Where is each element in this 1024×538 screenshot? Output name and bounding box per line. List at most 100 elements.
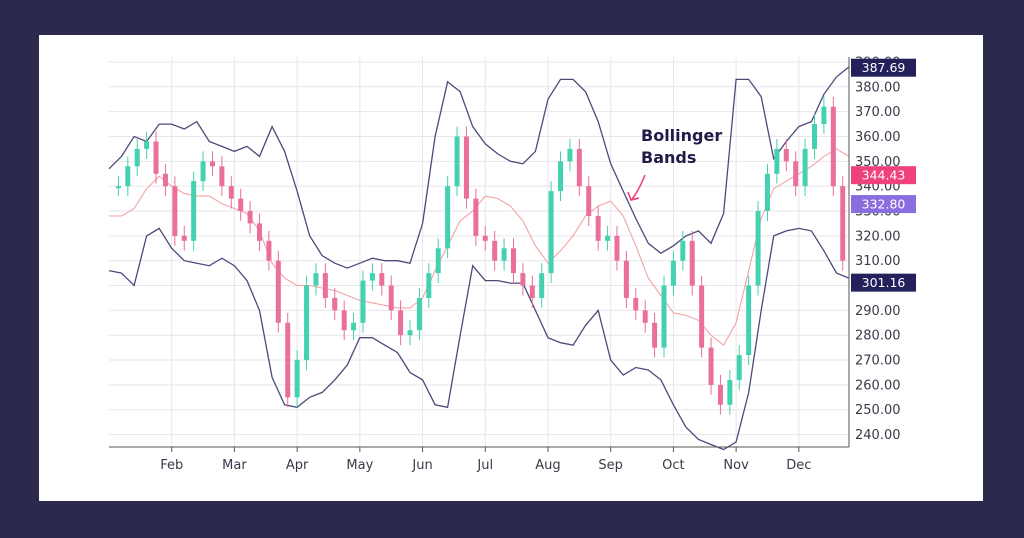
price-badges: 387.69 344.43 332.80 301.16 — [851, 58, 916, 292]
candle-body — [717, 384, 723, 405]
candle-body — [388, 285, 394, 311]
lower-band-line — [108, 227, 850, 451]
x-tick-label: Apr — [286, 458, 309, 473]
y-tick-label: 250.00 — [855, 403, 901, 418]
candle-body — [445, 186, 451, 249]
candle-body — [294, 360, 300, 398]
candle-body — [219, 166, 225, 187]
candle-body — [661, 285, 667, 348]
price-badge — [851, 58, 916, 77]
y-tick-label: 320.00 — [855, 229, 901, 244]
candle-body — [614, 235, 620, 261]
candle-body — [529, 285, 535, 298]
candle-body — [454, 136, 460, 187]
candle-body — [115, 186, 121, 189]
candle-body — [595, 215, 601, 241]
candle-body — [586, 186, 592, 216]
candle-body — [840, 186, 846, 261]
y-tick-label: 310.00 — [855, 254, 901, 269]
candle-body — [708, 347, 714, 385]
candle-body — [285, 322, 291, 398]
candle-body — [257, 223, 263, 241]
x-tick-label: Feb — [160, 458, 183, 473]
candle-body — [793, 161, 799, 187]
candle-body — [520, 273, 526, 286]
y-tick-label: 350.00 — [855, 155, 901, 170]
x-tick-label: Dec — [786, 458, 811, 473]
price-badge-label: 301.16 — [862, 275, 906, 290]
candle-body — [802, 148, 808, 187]
candle-body — [266, 240, 272, 261]
y-tick-label: 360.00 — [855, 130, 901, 145]
middle-band-line — [109, 148, 850, 347]
candle-body — [689, 240, 695, 286]
annotation-arrow — [631, 174, 646, 200]
annotation-line-2: Bands — [641, 148, 696, 167]
y-tick-label: 280.00 — [855, 329, 901, 344]
candle-body — [181, 235, 187, 241]
candle-body — [623, 260, 629, 298]
candle-body — [492, 240, 498, 261]
x-tick-label: Aug — [535, 458, 560, 473]
x-tick-label: May — [346, 458, 373, 473]
candle-body — [200, 161, 206, 182]
x-tick-label: Sep — [598, 458, 623, 473]
candle-body — [567, 148, 573, 162]
y-tick-label: 380.00 — [855, 80, 901, 95]
candle-body — [633, 297, 639, 311]
candle-body — [247, 211, 253, 224]
candle-body — [332, 297, 338, 311]
price-badge — [851, 166, 916, 185]
price-candles — [115, 96, 846, 415]
annotation-arrowhead — [627, 191, 640, 201]
candle-body — [426, 273, 432, 298]
candle-body — [435, 248, 441, 274]
grid — [109, 57, 849, 447]
candle-body — [313, 273, 319, 286]
candle-body — [746, 285, 752, 356]
candle-body — [191, 181, 197, 241]
candle-body — [670, 260, 676, 286]
upper-band-line — [108, 66, 850, 269]
candle-body — [369, 273, 375, 281]
chart-panel: 240.00250.00260.00270.00280.00290.00300.… — [39, 35, 983, 501]
candle-body — [680, 240, 686, 261]
candle-body — [341, 310, 347, 331]
candle-body — [322, 273, 328, 298]
candle-body — [501, 248, 507, 261]
candle-body — [812, 124, 818, 149]
candle-body — [510, 248, 516, 274]
candle-body — [209, 161, 215, 167]
candle-body — [576, 148, 582, 187]
candle-body — [755, 211, 761, 286]
candle-body — [360, 280, 366, 323]
candle-body — [736, 355, 742, 380]
y-tick-label: 290.00 — [855, 304, 901, 319]
candle-body — [605, 235, 611, 241]
candle-body — [407, 330, 413, 336]
candle-body — [821, 106, 827, 125]
candle-body — [134, 148, 140, 167]
candle-body — [764, 173, 770, 212]
bollinger-chart: 240.00250.00260.00270.00280.00290.00300.… — [108, 55, 916, 473]
price-badge-label: 387.69 — [862, 60, 906, 75]
y-tick-label: 240.00 — [855, 428, 901, 443]
candle-body — [379, 273, 385, 286]
candle-body — [830, 106, 836, 187]
candle-body — [652, 322, 658, 348]
x-tick-label: Oct — [662, 458, 684, 473]
candle-body — [228, 186, 234, 199]
candle-body — [172, 186, 178, 236]
candle-body — [153, 141, 159, 174]
candle-body — [783, 148, 789, 162]
annotation-line-1: Bollinger — [641, 126, 722, 145]
candle-body — [275, 260, 281, 323]
candle-body — [398, 310, 404, 336]
price-badge — [851, 273, 916, 292]
candle-body — [304, 285, 310, 361]
y-tick-label: 260.00 — [855, 378, 901, 393]
candle-body — [727, 379, 733, 405]
candle-body — [539, 273, 545, 298]
x-tick-label: Jun — [411, 458, 432, 473]
annotation: Bollinger Bands — [627, 126, 722, 201]
